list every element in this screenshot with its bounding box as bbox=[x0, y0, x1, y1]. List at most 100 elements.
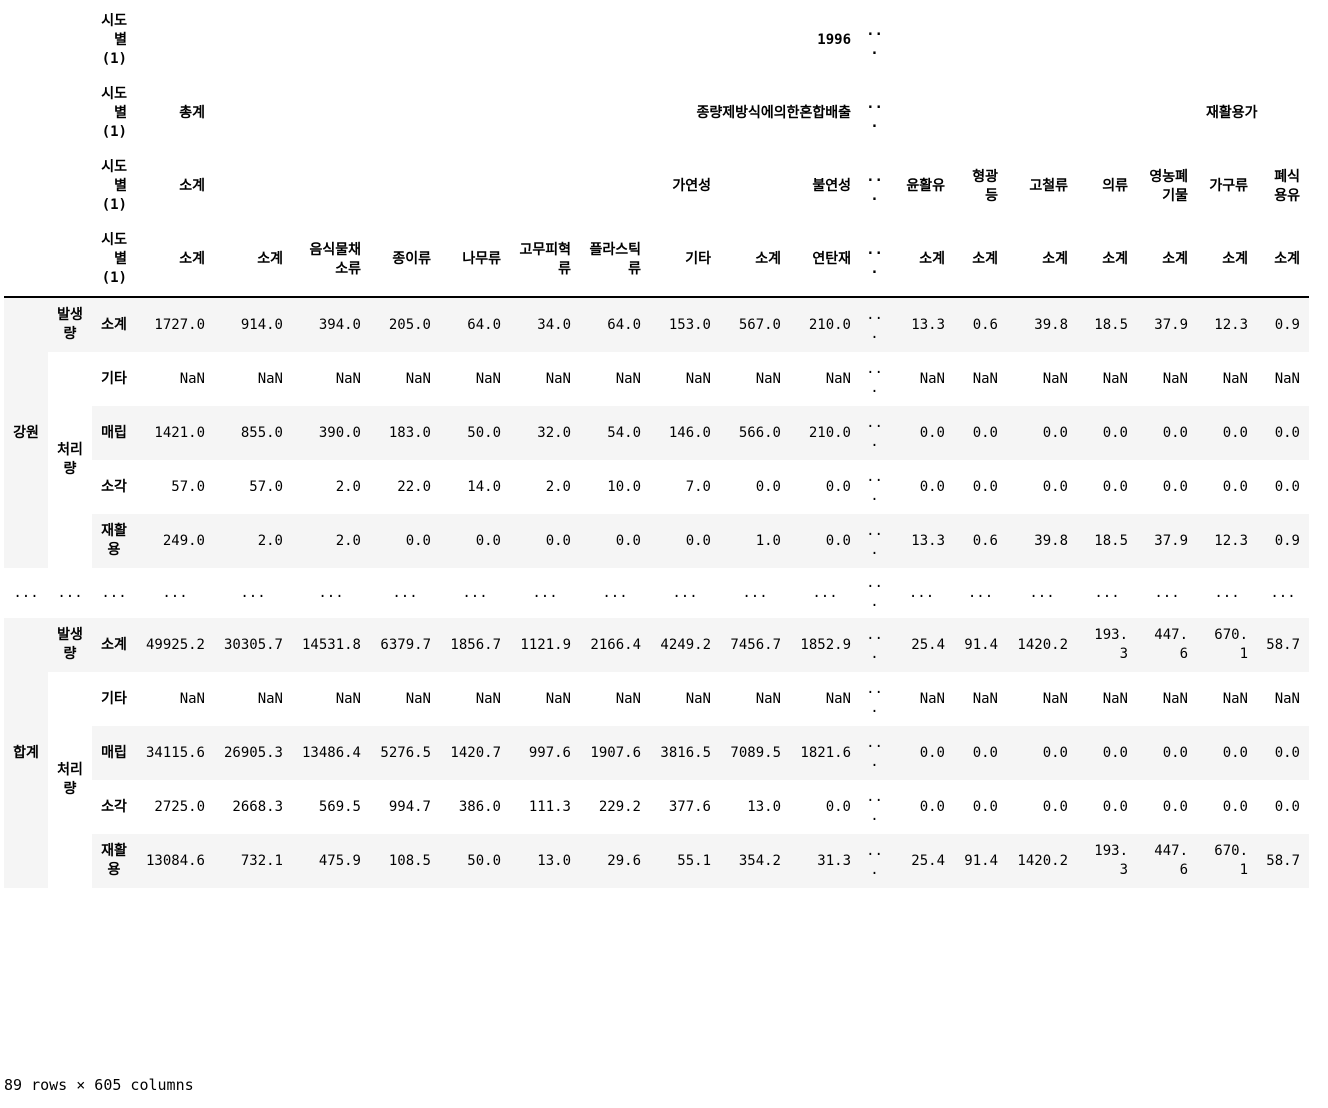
data-row: ........................................… bbox=[4, 568, 1309, 618]
cell: 0.0 bbox=[1042, 744, 1068, 761]
header-empty bbox=[1137, 77, 1197, 150]
cell: 64.0 bbox=[467, 316, 501, 333]
data-row: 소각 2725.0 2668.3 569.5 994.7 386.0 111.3 229.2 3… bbox=[4, 780, 1309, 834]
data-row: 매립 1421.0 855.0 390.0 183.0 50.0 32.0 54.0 146.0… bbox=[4, 406, 1309, 460]
cell: 14.0 bbox=[467, 478, 501, 495]
header-empty bbox=[954, 77, 1007, 150]
row-index: 기타 bbox=[101, 690, 127, 707]
cell: 2.0 bbox=[335, 532, 361, 549]
index-spacer bbox=[4, 223, 48, 298]
cell: 0.0 bbox=[1162, 424, 1188, 441]
cell: NaN bbox=[1274, 370, 1300, 387]
cell: 0.0 bbox=[972, 744, 998, 761]
cell: 55.1 bbox=[677, 852, 711, 869]
cell: 7456.7 bbox=[730, 636, 781, 653]
cell: NaN bbox=[1162, 370, 1188, 387]
column-header: 1996 bbox=[817, 32, 851, 48]
cell: 31.3 bbox=[817, 852, 851, 869]
cell: 50.0 bbox=[467, 424, 501, 441]
cell: 0.9 bbox=[1274, 316, 1300, 333]
cell: 30305.7 bbox=[223, 636, 283, 653]
column-header: 재활용가 bbox=[1206, 105, 1258, 121]
header-empty bbox=[1077, 4, 1137, 77]
header-empty bbox=[954, 4, 1007, 77]
cell: 210.0 bbox=[808, 424, 851, 441]
cell: 914.0 bbox=[240, 316, 283, 333]
cell: NaN bbox=[257, 690, 283, 707]
cell: NaN bbox=[919, 690, 945, 707]
cell: 210.0 bbox=[808, 316, 851, 333]
column-header: 소계 bbox=[179, 178, 205, 194]
column-header: 소계 bbox=[954, 223, 1007, 298]
column-header: 의류 bbox=[1102, 178, 1128, 194]
column-header: 플라스틱류 bbox=[580, 223, 650, 298]
column-header: 기타 bbox=[650, 223, 720, 298]
cell: 12.3 bbox=[1214, 532, 1248, 549]
column-header: 소계 bbox=[1197, 223, 1257, 298]
cell: ... bbox=[602, 584, 628, 601]
index-spacer bbox=[48, 77, 92, 150]
cell: 193.3 bbox=[1094, 627, 1128, 662]
header-row: 시도별(1) 소계 가연성 불연성... 윤활유 형광등 고철류 의류 영농폐기물 가구류 폐식용유 bbox=[4, 150, 1309, 223]
cell: 13.3 bbox=[911, 532, 945, 549]
cell: ... bbox=[908, 584, 935, 601]
data-row: 재활용 249.0 2.0 2.0 0.0 0.0 0.0 0.0 0.0 1.0 0.0... 13… bbox=[4, 514, 1309, 568]
column-header: 폐식용유 bbox=[1274, 168, 1300, 204]
cell: 1821.6 bbox=[800, 744, 851, 761]
cell: 569.5 bbox=[318, 798, 361, 815]
data-row: 합계 발생량 소계 49925.2 30305.7 14531.8 6379.7 1856.7… bbox=[4, 618, 1309, 761]
cell: 0.6 bbox=[972, 316, 998, 333]
cell: NaN bbox=[825, 370, 851, 387]
cell: 0.0 bbox=[615, 532, 641, 549]
row-index: 처리량 bbox=[57, 762, 83, 797]
column-header: ... bbox=[866, 22, 883, 58]
cell: ... bbox=[1029, 584, 1055, 601]
row-index: 매립 bbox=[101, 744, 127, 761]
cell: 1856.7 bbox=[450, 636, 501, 653]
cell: 0.0 bbox=[1274, 744, 1300, 761]
cell: 2.0 bbox=[257, 532, 283, 549]
index-spacer bbox=[48, 4, 92, 77]
column-header: 가연성 bbox=[672, 178, 711, 194]
table-header: 시도별(1) 1996... 시도별(1) 총계 종량제방식에의한혼합배출... 재활용가… bbox=[4, 4, 1309, 298]
row-index: 발생량 bbox=[57, 627, 83, 662]
cell: 475.9 bbox=[318, 852, 361, 869]
column-header: 고무피혁류 bbox=[510, 223, 580, 298]
column-header: 불연성 bbox=[812, 178, 851, 194]
column-header: 음식물채소류 bbox=[292, 223, 370, 298]
cell: 58.7 bbox=[1266, 852, 1300, 869]
header-empty bbox=[1007, 4, 1077, 77]
column-level-name: 시도별(1) bbox=[92, 223, 136, 298]
data-row: 처리량 기타 NaN NaN NaN NaN NaN NaN NaN NaN NaN NaN... Na… bbox=[4, 352, 1309, 477]
cell: ... bbox=[866, 361, 883, 396]
header-row: 시도별(1) 총계 종량제방식에의한혼합배출... 재활용가 bbox=[4, 77, 1309, 150]
column-header: 나무류 bbox=[440, 223, 510, 298]
index-spacer bbox=[4, 4, 48, 77]
cell: 26905.3 bbox=[223, 744, 283, 761]
cell: 3816.5 bbox=[660, 744, 711, 761]
column-header: 연탄재 bbox=[790, 223, 860, 298]
cell: 153.0 bbox=[668, 316, 711, 333]
cell: 12.3 bbox=[1214, 316, 1248, 333]
column-header: 소계 bbox=[1137, 223, 1197, 298]
cell: ... bbox=[866, 415, 883, 450]
cell: 390.0 bbox=[318, 424, 361, 441]
shape-footer: 89 rows × 605 columns bbox=[4, 1076, 194, 1094]
cell: NaN bbox=[405, 370, 431, 387]
cell: 18.5 bbox=[1094, 316, 1128, 333]
row-index: 재활용 bbox=[101, 843, 127, 878]
cell: NaN bbox=[1274, 690, 1300, 707]
cell: 1.0 bbox=[755, 532, 781, 549]
cell: 7.0 bbox=[685, 478, 711, 495]
row-index: 재활용 bbox=[101, 523, 127, 558]
cell: NaN bbox=[1042, 370, 1068, 387]
cell: 0.0 bbox=[685, 532, 711, 549]
cell: ... bbox=[240, 584, 266, 601]
column-header: 소계 bbox=[1257, 223, 1309, 298]
cell: 146.0 bbox=[668, 424, 711, 441]
cell: 108.5 bbox=[388, 852, 431, 869]
cell: 229.2 bbox=[598, 798, 641, 815]
cell: 91.4 bbox=[964, 636, 998, 653]
cell: 855.0 bbox=[240, 424, 283, 441]
